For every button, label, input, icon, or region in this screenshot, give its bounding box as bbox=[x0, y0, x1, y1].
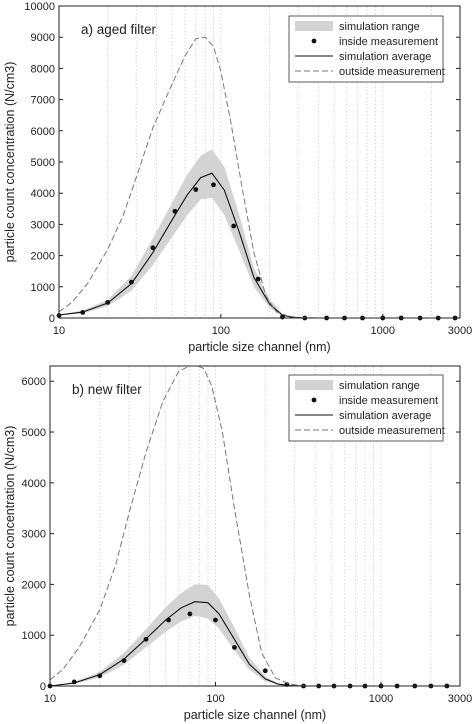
chart-0-ytick-label: 0 bbox=[49, 313, 55, 325]
chart-0-xtick-label: 3000 bbox=[448, 325, 472, 337]
chart-0-ytick-label: 9000 bbox=[31, 32, 55, 44]
chart-1-xlabel: particle size channel (nm) bbox=[184, 708, 326, 722]
chart-1-ylabel: particle count concentration (N/cm3) bbox=[3, 426, 17, 627]
panel-aged-filter: 0 1000 2000 3000 4000 5000 6000 7000 8000 9000 100… bbox=[3, 1, 472, 354]
chart-0-point bbox=[231, 223, 237, 229]
chart-1-axes-box bbox=[49, 365, 461, 687]
chart-0-xlabel: particle size channel (nm) bbox=[188, 340, 330, 354]
chart-1-xtick-label: 100 bbox=[206, 693, 224, 705]
chart-0-title: a) aged filter bbox=[81, 22, 157, 37]
chart-0-ytick-label: 5000 bbox=[31, 157, 55, 169]
chart-1-point bbox=[262, 668, 268, 674]
chart-1-series-outside-measurement bbox=[49, 365, 460, 687]
chart-0-xtick-label: 100 bbox=[212, 325, 230, 337]
chart-1-legend-entry: outside measurement bbox=[339, 425, 445, 437]
chart-0-ylabel: particle count concentration (N/cm3) bbox=[3, 62, 17, 263]
chart-1-ytick-label: 0 bbox=[40, 681, 46, 693]
chart-1-title: b) new filter bbox=[72, 382, 142, 397]
chart-1-ytick-label: 2000 bbox=[22, 579, 46, 591]
chart-0-series-simulation-average bbox=[58, 172, 460, 319]
chart-0-ytick-label: 7000 bbox=[31, 95, 55, 107]
chart-0-xtick-label: 1000 bbox=[371, 325, 395, 337]
chart-1-series-simulation-average bbox=[49, 601, 460, 687]
chart-0-legend-entry: simulation range bbox=[339, 21, 420, 33]
chart-0-point bbox=[193, 187, 199, 192]
chart-0-legend-entry: simulation average bbox=[339, 51, 431, 63]
chart-1-xtick-label: 10 bbox=[44, 693, 56, 705]
chart-0-ytick-label: 6000 bbox=[31, 126, 55, 138]
chart-0-ytick-label: 3000 bbox=[31, 219, 55, 231]
chart-1-point bbox=[213, 617, 218, 623]
chart-1-point bbox=[232, 645, 237, 650]
chart-1-legend-swatch bbox=[295, 380, 333, 390]
chart-0-legend-entry: inside measurement bbox=[339, 36, 438, 48]
chart-0-legend-swatch bbox=[295, 21, 333, 31]
chart-0-series-simulation-range bbox=[59, 149, 460, 318]
chart-0-point bbox=[129, 279, 134, 285]
chart-0-ytick-label: 10000 bbox=[24, 1, 55, 13]
chart-1-legend-swatch bbox=[311, 397, 317, 403]
chart-0-point bbox=[211, 182, 216, 188]
chart-1-ytick-label: 4000 bbox=[22, 478, 46, 490]
chart-1-ytick-label: 3000 bbox=[22, 529, 46, 541]
chart-0-xtick-label: 10 bbox=[53, 325, 65, 337]
chart-1-legend-entry: simulation range bbox=[339, 380, 420, 392]
chart-0-point bbox=[255, 276, 261, 282]
chart-1-ytick-label: 5000 bbox=[22, 427, 46, 439]
chart-1-legend-entry: simulation average bbox=[339, 410, 431, 422]
chart-1-series-simulation-range bbox=[50, 584, 460, 686]
chart-0-ytick-label: 4000 bbox=[31, 188, 55, 200]
chart-0-point bbox=[150, 245, 156, 251]
chart-1-legend-entry: inside measurement bbox=[339, 395, 438, 407]
chart-1-ytick-label: 1000 bbox=[22, 630, 46, 642]
chart-1-xtick-label: 3000 bbox=[448, 693, 472, 705]
chart-1-xtick-label: 1000 bbox=[369, 693, 393, 705]
chart-0-series-outside-measurement bbox=[58, 36, 460, 319]
panel-new-filter: 0 1000 2000 3000 4000 5000 6000 10 100 1000 3000 pa… bbox=[3, 365, 472, 722]
chart-0-ytick-label: 8000 bbox=[31, 63, 55, 75]
chart-1-point bbox=[187, 611, 193, 617]
chart-0-ytick-label: 1000 bbox=[31, 282, 55, 294]
chart-1-ytick-label: 6000 bbox=[22, 376, 46, 388]
chart-0-legend-swatch bbox=[311, 38, 317, 44]
chart-0-legend-entry: outside measurement bbox=[339, 66, 445, 78]
chart-0-ytick-label: 2000 bbox=[31, 251, 55, 263]
